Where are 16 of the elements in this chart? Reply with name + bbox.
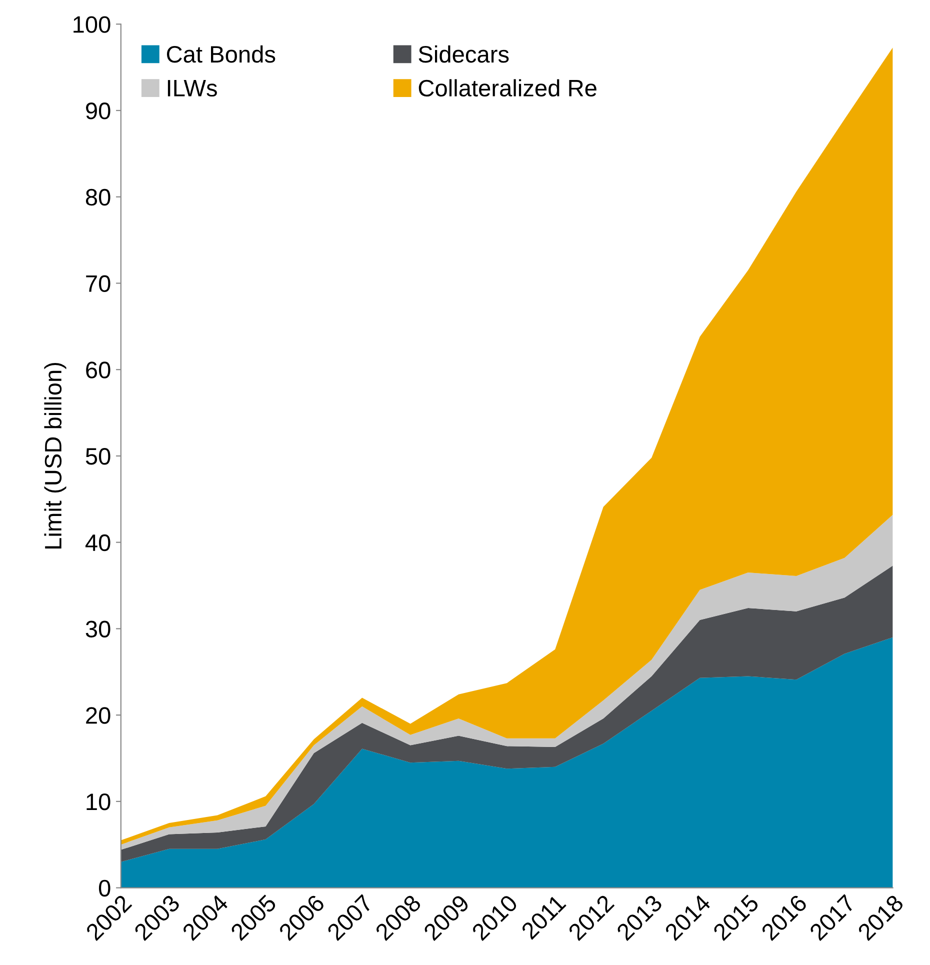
y-tick-label: 30 (86, 620, 110, 638)
y-tick-label: 70 (86, 275, 110, 292)
y-tick-label: 80 (86, 188, 110, 206)
legend-label: Collateralized Re (418, 79, 596, 97)
y-tick-label: 0 (98, 880, 110, 897)
y-tick-label: 90 (86, 102, 110, 120)
y-tick-label: 10 (86, 794, 110, 810)
y-tick-label: 40 (85, 534, 110, 552)
y-tick-label: 100 (74, 16, 110, 33)
y-axis-title: Limit (USD billion) (44, 362, 66, 548)
legend-label: Cat Bonds (166, 45, 276, 63)
legend-label: ILWs (168, 80, 217, 97)
y-tick-label: 50 (86, 448, 110, 465)
y-tick-label: 60 (86, 362, 110, 378)
legend-label: Sidecars (418, 45, 509, 63)
y-tick-label: 20 (86, 707, 110, 724)
